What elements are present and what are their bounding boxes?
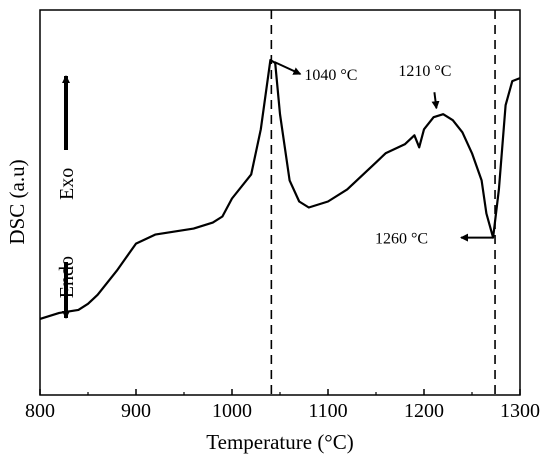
x-axis-ticks: 800 900 1000 1100 1200 1300: [25, 389, 540, 422]
annotation-label: 1260 °C: [375, 231, 428, 248]
exo-label: Exo: [56, 168, 78, 200]
annotation-label: 1040 °C: [304, 67, 357, 84]
endo-label: Endo: [56, 256, 78, 298]
peak-annotations: 1040 °C 1210 °C 1260 °C: [273, 61, 494, 248]
x-tick-label: 800: [25, 400, 55, 422]
x-tick-label: 1200: [404, 400, 444, 422]
reference-lines: [270, 10, 496, 395]
x-tick-label: 1000: [212, 400, 252, 422]
annotation-label: 1210 °C: [398, 63, 451, 80]
y-axis-title: DSC (a.u): [5, 159, 29, 244]
dsc-curve: [39, 58, 521, 320]
x-tick-label: 1100: [308, 400, 347, 422]
x-axis-title: Temperature (°C): [206, 430, 353, 454]
annotation-arrow: [431, 92, 440, 110]
annotation-arrow: [273, 61, 302, 75]
x-tick-label: 900: [121, 400, 151, 422]
x-tick-label: 1300: [500, 400, 540, 422]
